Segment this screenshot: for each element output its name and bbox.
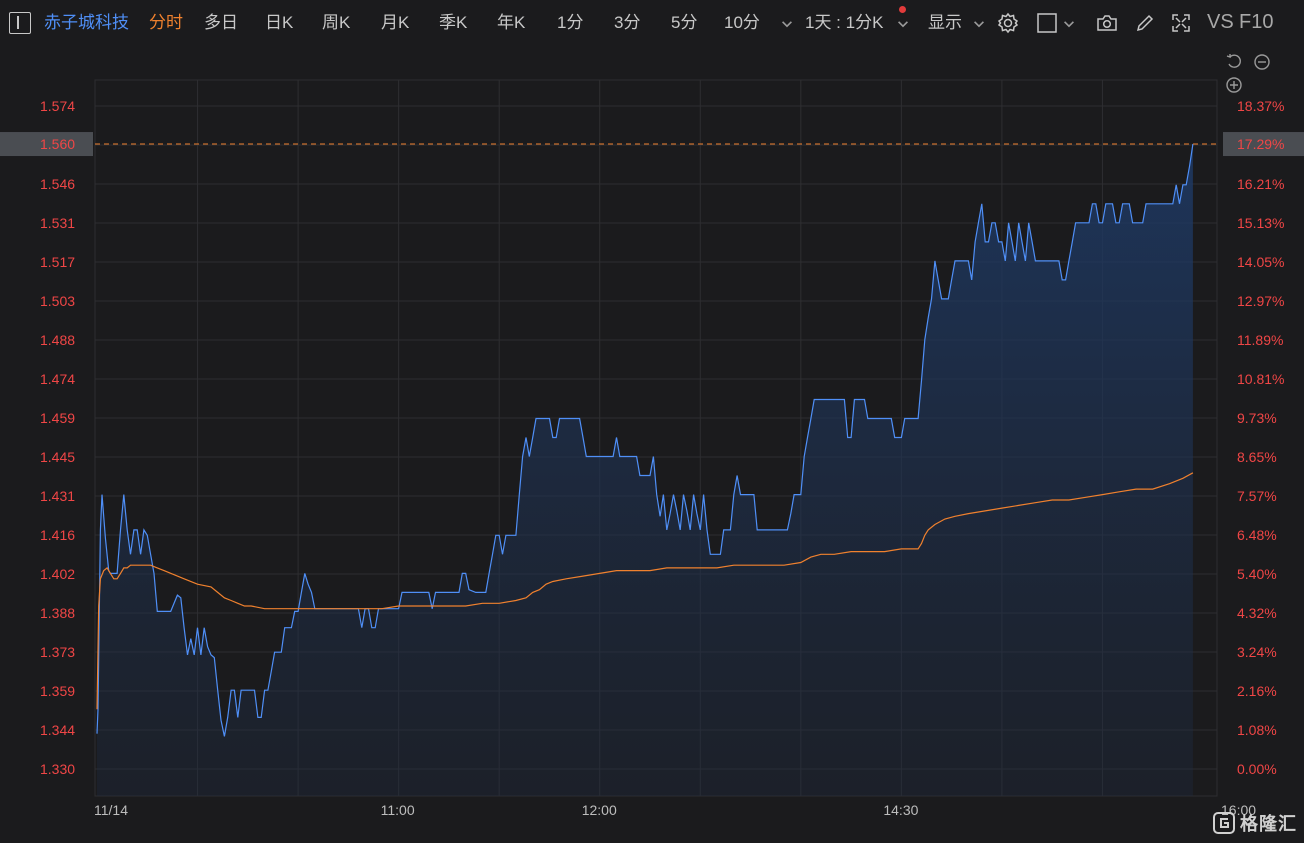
tab-day-k[interactable]: 日K: [265, 13, 294, 32]
f10-button[interactable]: F10: [1239, 11, 1274, 33]
tab-1min[interactable]: 1分: [557, 13, 584, 32]
tab-3min[interactable]: 3分: [614, 13, 641, 32]
price-axis-label: 1.474: [40, 371, 75, 387]
brand-logo-icon: [1213, 812, 1235, 834]
avg-price-line: [96, 472, 1194, 710]
chevron-down-icon[interactable]: [776, 13, 792, 33]
time-axis-label: 12:00: [582, 802, 617, 818]
draw-box-icon[interactable]: [1036, 12, 1058, 34]
chevron-down-icon[interactable]: [892, 13, 908, 33]
pct-axis-label: 16.21%: [1237, 176, 1284, 192]
pct-axis-label: 7.57%: [1237, 488, 1277, 504]
sidebar-toggle-icon[interactable]: [9, 12, 31, 34]
reset-icon[interactable]: [1225, 53, 1243, 71]
pct-axis-label: 4.32%: [1237, 605, 1277, 621]
fullscreen-icon[interactable]: [1170, 12, 1192, 34]
price-axis-label: 1.373: [40, 644, 75, 660]
time-axis-label: 11:00: [381, 802, 415, 818]
watermark: 格隆汇: [1213, 810, 1297, 836]
zoom-out-icon[interactable]: [1253, 53, 1271, 71]
last-price-badge: [0, 132, 93, 157]
time-axis-label: 14:30: [883, 802, 918, 818]
pct-axis-label: 8.65%: [1237, 449, 1277, 465]
price-axis-label: 1.574: [40, 98, 75, 114]
pct-axis-label: 12.97%: [1237, 293, 1284, 309]
last-price-label: 1.560: [40, 136, 75, 152]
tab-month-k[interactable]: 月K: [381, 13, 410, 32]
vs-button[interactable]: VS: [1207, 11, 1234, 33]
tab-year-k[interactable]: 年K: [497, 13, 526, 32]
tab-10min[interactable]: 10分: [724, 13, 760, 32]
pct-axis-label: 18.37%: [1237, 98, 1284, 114]
chevron-down-icon[interactable]: [968, 13, 984, 33]
tab-intraday[interactable]: 分时: [149, 13, 183, 32]
pct-axis-label: 0.00%: [1237, 761, 1277, 777]
pct-axis-label: 9.73%: [1237, 410, 1277, 426]
stock-name[interactable]: 赤子城科技: [44, 13, 129, 32]
price-axis-label: 1.344: [40, 722, 75, 738]
pct-axis-label: 6.48%: [1237, 527, 1277, 543]
price-line: [96, 143, 1194, 737]
tab-multi-day[interactable]: 多日: [204, 13, 238, 32]
last-pct-badge: [1223, 132, 1304, 157]
chevron-down-icon[interactable]: [1058, 13, 1074, 33]
settings-gear-icon[interactable]: [997, 12, 1019, 34]
price-axis-label: 1.488: [40, 332, 75, 348]
pct-axis-label: 14.05%: [1237, 254, 1284, 270]
pct-axis-label: 2.16%: [1237, 683, 1277, 699]
pct-axis-label: 5.40%: [1237, 566, 1277, 582]
toolbar: 赤子城科技 分时 多日 日K 周K 月K 季K 年K 1分 3分 5分 10分 …: [0, 0, 1304, 46]
price-axis-label: 1.445: [40, 449, 75, 465]
tab-week-k[interactable]: 周K: [322, 13, 351, 32]
price-area: [97, 144, 1193, 796]
price-axis-label: 1.531: [40, 215, 75, 231]
price-axis-label: 1.330: [40, 761, 75, 777]
price-axis-label: 1.546: [40, 176, 75, 192]
price-axis-label: 1.402: [40, 566, 75, 582]
camera-icon[interactable]: [1096, 12, 1118, 34]
time-axis-label: 11/14: [94, 802, 128, 818]
pct-axis-label: 10.81%: [1237, 371, 1284, 387]
price-axis-label: 1.388: [40, 605, 75, 621]
tab-5min[interactable]: 5分: [671, 13, 698, 32]
last-pct-label: 17.29%: [1237, 136, 1284, 152]
price-axis-label: 1.459: [40, 410, 75, 426]
period-select[interactable]: 1天 : 1分K: [805, 13, 884, 32]
pct-axis-label: 15.13%: [1237, 215, 1284, 231]
price-axis-label: 1.517: [40, 254, 75, 270]
pct-axis-label: 3.24%: [1237, 644, 1277, 660]
watermark-text: 格隆汇: [1240, 814, 1297, 834]
display-menu[interactable]: 显示: [928, 13, 962, 32]
pct-axis-label: 11.89%: [1237, 332, 1283, 348]
chart-controls: [1225, 53, 1304, 93]
price-axis-label: 1.359: [40, 683, 75, 699]
price-axis-label: 1.503: [40, 293, 75, 309]
price-axis-label: 1.416: [40, 527, 75, 543]
notification-dot: [899, 6, 906, 13]
price-axis-label: 1.431: [40, 488, 75, 504]
zoom-in-icon[interactable]: [1225, 76, 1243, 94]
pct-axis-label: 1.08%: [1237, 722, 1277, 738]
tab-quarter-k[interactable]: 季K: [439, 13, 468, 32]
pencil-icon[interactable]: [1134, 12, 1156, 34]
